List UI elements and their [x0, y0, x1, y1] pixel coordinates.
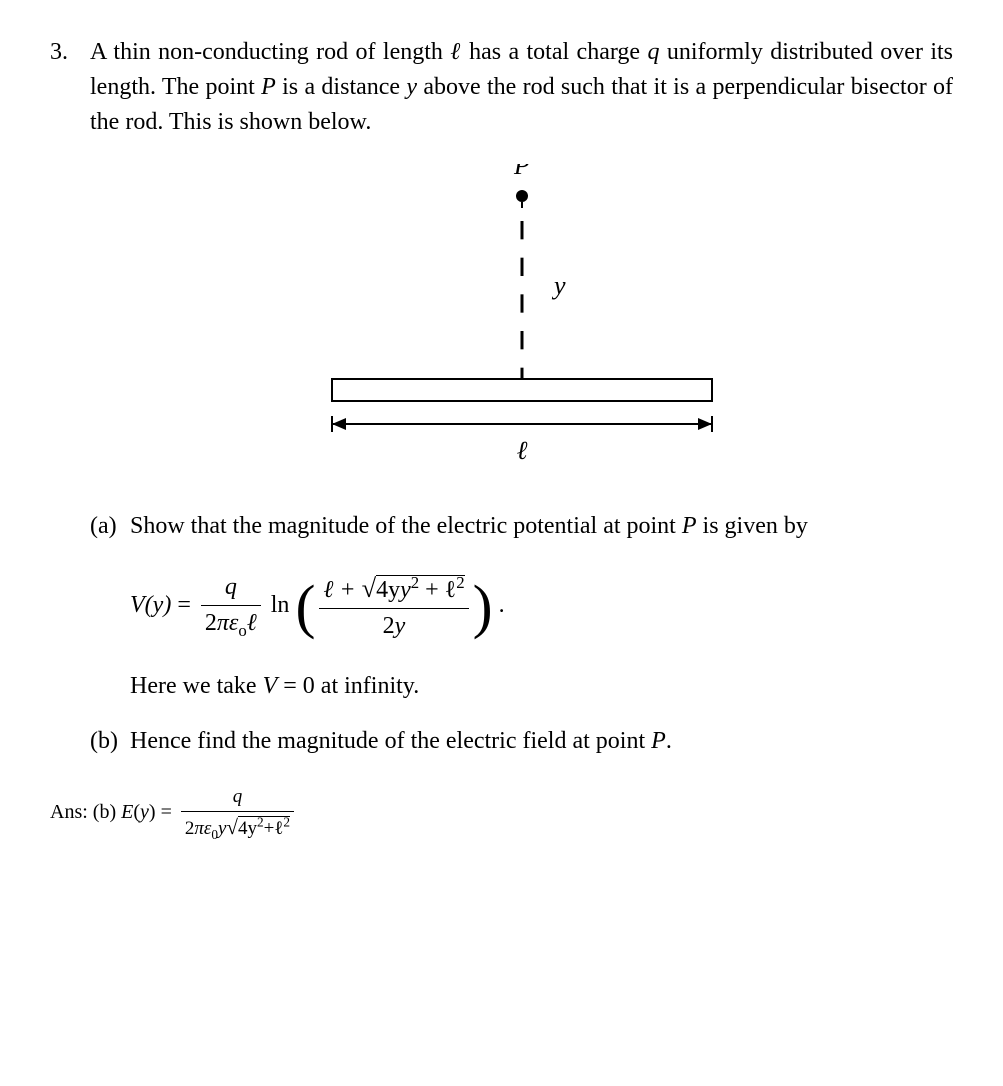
- den-pi: π: [194, 818, 204, 839]
- var-P: P: [651, 728, 666, 754]
- problem-statement: A thin non-conducting rod of length ℓ ha…: [90, 35, 953, 139]
- den-l: ℓ: [247, 610, 257, 636]
- text: Here we take: [130, 673, 263, 699]
- sqrt-sup2: 2: [456, 573, 464, 592]
- sqrt-content: 4yy2 + ℓ2: [376, 575, 464, 603]
- coef-frac: q2πεoℓ: [201, 570, 261, 643]
- eq-sign: =: [171, 592, 197, 618]
- rod-diagram: Py ℓ: [282, 164, 762, 474]
- den-pi: π: [217, 610, 229, 636]
- text: = 0 at infinity.: [277, 673, 419, 699]
- inner-den: 2y: [319, 609, 468, 644]
- lparen: (: [295, 573, 315, 639]
- lhs-arg: y: [153, 592, 164, 618]
- answer-b: Ans: (b) E(y) = q2πε0y√4y2+ℓ2: [50, 783, 953, 844]
- ans-prefix: Ans: (b): [50, 801, 121, 823]
- ans-num: q: [181, 783, 294, 812]
- problem-body: A thin non-conducting rod of length ℓ ha…: [90, 35, 953, 844]
- part-b-body: Hence find the magnitude of the electric…: [130, 724, 953, 759]
- svg-text:ℓ: ℓ: [516, 436, 527, 465]
- text: Show that the magnitude of the electric …: [130, 513, 682, 539]
- problem-number: 3.: [50, 35, 90, 844]
- text: Hence find the magnitude of the electric…: [130, 728, 651, 754]
- den-sub: o: [238, 621, 246, 640]
- ans-y: y: [140, 801, 149, 823]
- sqrt-sup: 2: [411, 573, 419, 592]
- ans-E: E: [121, 801, 133, 823]
- var-P: P: [261, 74, 276, 100]
- var-q: q: [647, 39, 659, 65]
- sqrt-4y: 4y: [376, 577, 400, 603]
- den-2: 2: [383, 613, 395, 639]
- part-a-body: Show that the magnitude of the electric …: [130, 509, 953, 703]
- svg-text:y: y: [551, 271, 566, 300]
- part-a-label: (a): [90, 509, 130, 703]
- var-V: V: [263, 673, 278, 699]
- text: is a distance: [276, 74, 407, 100]
- part-b: (b) Hence find the magnitude of the elec…: [90, 724, 953, 759]
- ans-frac: q2πε0y√4y2+ℓ2: [181, 783, 294, 844]
- inner-frac: ℓ + √4yy2 + ℓ22y: [319, 569, 468, 644]
- den-y: y: [395, 613, 406, 639]
- part-a-after-eq: Here we take V = 0 at infinity.: [130, 669, 953, 704]
- part-b-label: (b): [90, 724, 130, 759]
- text: .: [666, 728, 672, 754]
- sqrt-plus: + ℓ: [419, 577, 456, 603]
- period: .: [493, 592, 505, 618]
- text: has a total charge: [462, 39, 648, 65]
- equation-V: V(y) = q2πεoℓ ln (ℓ + √4yy2 + ℓ22y) .: [130, 569, 953, 644]
- problem-3: 3. A thin non-conducting rod of length ℓ…: [50, 35, 953, 844]
- den-2: 2: [205, 610, 217, 636]
- var-P: P: [682, 513, 697, 539]
- ln: ln: [265, 592, 296, 618]
- sqrt-sup: 2: [257, 815, 264, 830]
- sqrt-sup2: 2: [283, 815, 290, 830]
- sqrt-plus: +ℓ: [264, 818, 284, 839]
- den-2: 2: [185, 818, 195, 839]
- den-eps: ε: [229, 610, 238, 636]
- text: A thin non-conducting rod of length: [90, 39, 450, 65]
- svg-text:P: P: [513, 164, 530, 180]
- sqrt-4y: 4y: [238, 818, 257, 839]
- var-l: ℓ: [450, 39, 461, 65]
- part-a-text: Show that the magnitude of the electric …: [130, 509, 953, 544]
- lhs-V: V: [130, 592, 145, 618]
- sqrt-content: 4y2+ℓ2: [238, 816, 290, 839]
- var-y: y: [406, 74, 417, 100]
- inner-l: ℓ +: [323, 577, 361, 603]
- inner-num: ℓ + √4yy2 + ℓ2: [319, 569, 468, 609]
- diagram-container: Py ℓ: [90, 164, 953, 474]
- part-a: (a) Show that the magnitude of the elect…: [90, 509, 953, 703]
- coef-den: 2πεoℓ: [201, 606, 261, 643]
- coef-num: q: [201, 570, 261, 606]
- rparen: ): [473, 573, 493, 639]
- text: is given by: [697, 513, 808, 539]
- sqrt-sym: √: [226, 815, 237, 839]
- var-y: y: [400, 577, 411, 603]
- sqrt-sym: √: [362, 573, 376, 603]
- ans-den: 2πε0y√4y2+ℓ2: [181, 812, 294, 844]
- eq: =: [156, 801, 177, 823]
